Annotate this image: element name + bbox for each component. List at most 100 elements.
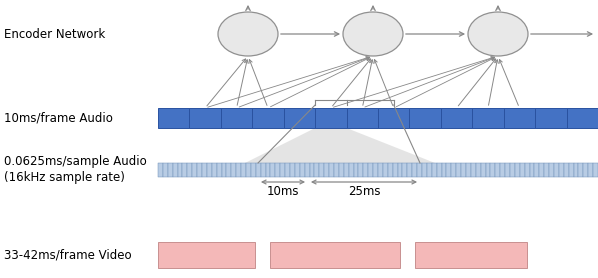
Bar xyxy=(476,163,481,177)
Bar xyxy=(329,163,334,177)
Bar xyxy=(192,163,197,177)
Bar xyxy=(422,163,427,177)
Bar xyxy=(554,163,559,177)
Bar xyxy=(578,163,583,177)
Polygon shape xyxy=(245,128,435,163)
Bar xyxy=(178,163,182,177)
Bar xyxy=(344,163,349,177)
Bar xyxy=(378,163,383,177)
Text: Encoder Network: Encoder Network xyxy=(4,28,105,41)
Bar xyxy=(569,163,573,177)
Bar xyxy=(520,163,524,177)
Bar xyxy=(427,163,432,177)
Text: 25ms: 25ms xyxy=(348,185,380,198)
Bar xyxy=(283,108,315,128)
Bar xyxy=(544,163,549,177)
Bar xyxy=(373,163,378,177)
Bar xyxy=(559,163,564,177)
Bar xyxy=(158,242,255,268)
Ellipse shape xyxy=(468,12,528,56)
Bar xyxy=(451,163,456,177)
Bar xyxy=(207,163,212,177)
Bar xyxy=(261,163,266,177)
Bar xyxy=(466,163,471,177)
Bar xyxy=(319,163,324,177)
Text: 10ms: 10ms xyxy=(267,185,299,198)
Bar xyxy=(378,108,410,128)
Bar xyxy=(334,163,339,177)
Bar xyxy=(300,163,304,177)
Bar xyxy=(490,163,495,177)
Bar xyxy=(221,108,252,128)
Bar xyxy=(256,163,261,177)
Bar xyxy=(236,163,241,177)
Bar xyxy=(588,163,593,177)
Bar xyxy=(270,163,275,177)
Bar xyxy=(410,108,441,128)
Bar xyxy=(349,163,353,177)
Bar xyxy=(368,163,373,177)
Bar xyxy=(471,163,476,177)
Bar xyxy=(324,163,329,177)
Bar xyxy=(158,108,190,128)
Bar xyxy=(472,108,504,128)
Bar xyxy=(270,242,400,268)
Bar xyxy=(515,163,520,177)
Bar xyxy=(573,163,578,177)
Bar xyxy=(295,163,300,177)
Bar xyxy=(315,108,347,128)
Bar xyxy=(187,163,192,177)
Bar xyxy=(275,163,280,177)
Bar xyxy=(441,108,472,128)
Bar xyxy=(182,163,187,177)
Bar xyxy=(280,163,285,177)
Bar xyxy=(530,163,535,177)
Bar xyxy=(353,163,358,177)
Bar xyxy=(566,108,598,128)
Bar xyxy=(417,163,422,177)
Bar xyxy=(347,108,378,128)
Bar xyxy=(432,163,437,177)
Bar xyxy=(163,163,168,177)
Bar xyxy=(524,163,530,177)
Bar xyxy=(564,163,569,177)
Bar xyxy=(495,163,500,177)
Bar xyxy=(197,163,202,177)
Bar xyxy=(190,108,221,128)
Bar xyxy=(412,163,417,177)
Text: 0.0625ms/sample Audio
(16kHz sample rate): 0.0625ms/sample Audio (16kHz sample rate… xyxy=(4,155,147,185)
Bar xyxy=(227,163,231,177)
Bar xyxy=(173,163,178,177)
Bar xyxy=(402,163,407,177)
Bar xyxy=(158,163,163,177)
Bar xyxy=(398,163,402,177)
Bar xyxy=(339,163,344,177)
Bar xyxy=(505,163,510,177)
Bar xyxy=(290,163,295,177)
Bar xyxy=(415,242,527,268)
Bar xyxy=(216,163,221,177)
Bar xyxy=(310,163,315,177)
Bar xyxy=(441,163,447,177)
Bar xyxy=(500,163,505,177)
Bar xyxy=(539,163,544,177)
Ellipse shape xyxy=(343,12,403,56)
Bar xyxy=(510,163,515,177)
Text: 33-42ms/frame Video: 33-42ms/frame Video xyxy=(4,249,132,262)
Bar xyxy=(481,163,486,177)
Bar xyxy=(212,163,216,177)
Bar xyxy=(304,163,310,177)
Bar xyxy=(447,163,451,177)
Bar xyxy=(593,163,598,177)
Bar xyxy=(393,163,398,177)
Bar xyxy=(285,163,290,177)
Bar xyxy=(486,163,490,177)
Bar xyxy=(358,163,364,177)
Bar xyxy=(456,163,461,177)
Text: 10ms/frame Audio: 10ms/frame Audio xyxy=(4,111,113,125)
Bar xyxy=(535,108,566,128)
Bar xyxy=(504,108,535,128)
Bar xyxy=(315,163,319,177)
Bar xyxy=(266,163,270,177)
Bar xyxy=(383,163,388,177)
